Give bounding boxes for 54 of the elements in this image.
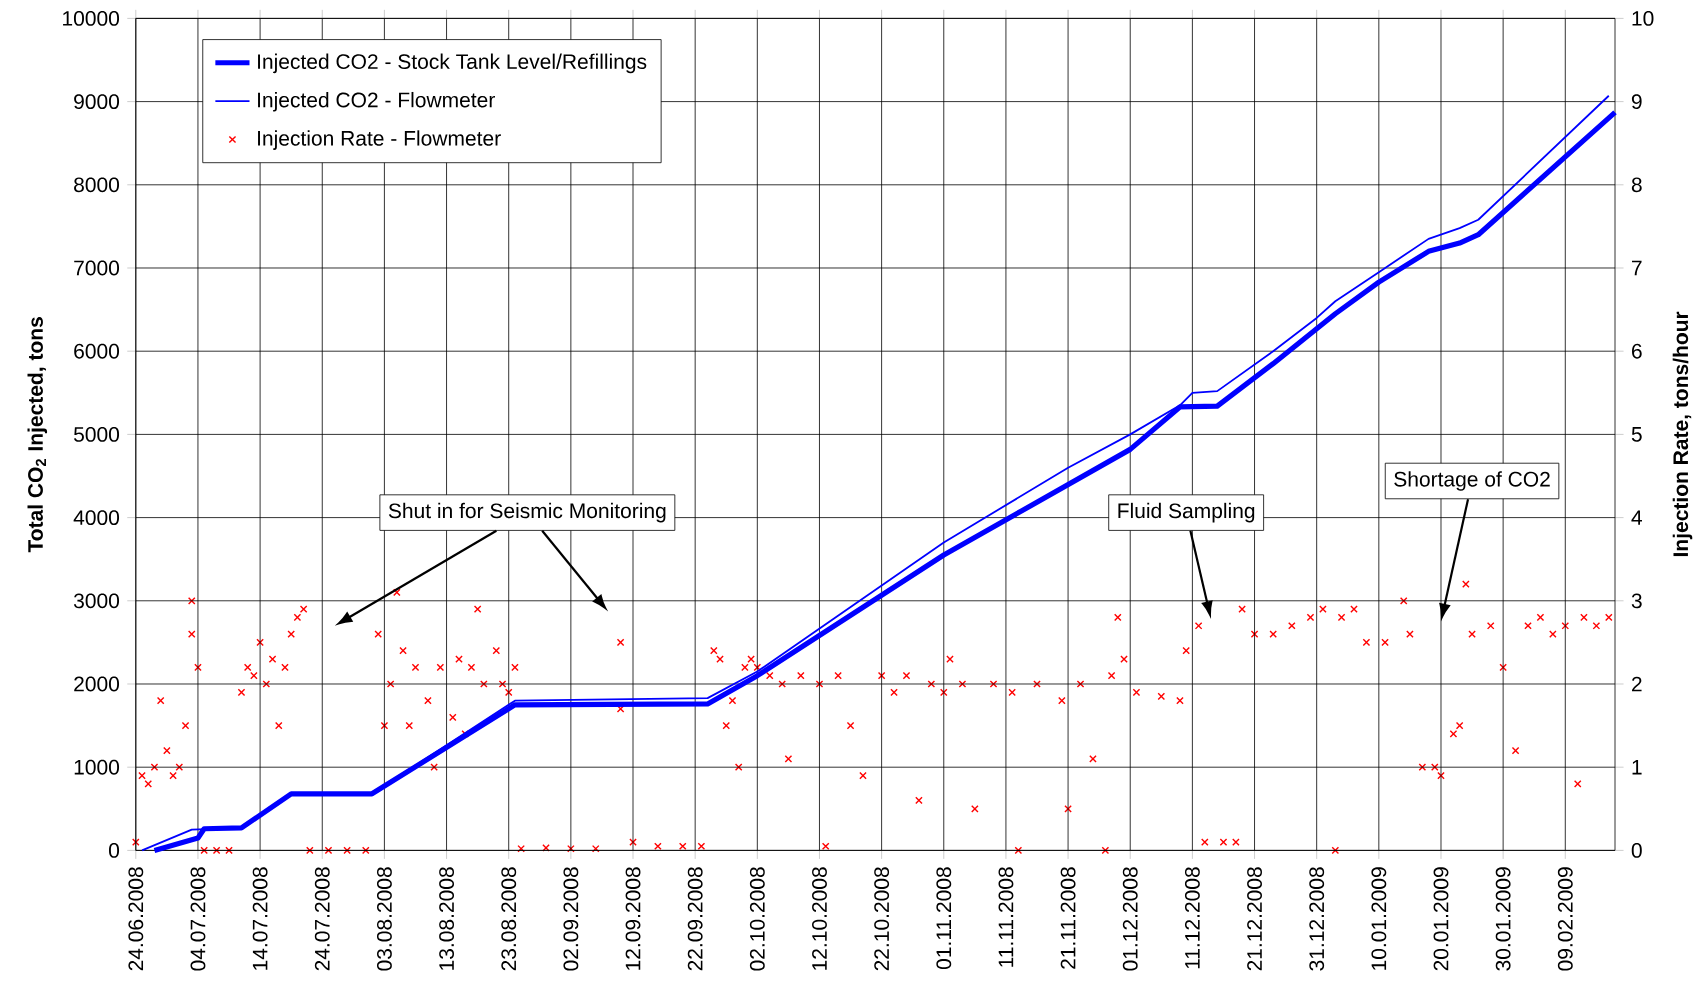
y-tick-label: 10000: [63, 10, 120, 26]
x-tick-label: 22.09.2008: [687, 867, 703, 971]
x-tick-label: 12.09.2008: [625, 867, 641, 970]
x-tick-label: 11.11.2008: [998, 867, 1014, 967]
y2-tick-label: 2: [1632, 676, 1642, 692]
x-tick-label: 24.06.2008: [128, 867, 144, 971]
legend-label: Injection Rate - Flowmeter: [258, 130, 501, 150]
y-tick-label: 5000: [74, 426, 120, 442]
annotation: Shut in for Seismic Monitoring: [388, 502, 666, 523]
y2-tick-label: 8: [1631, 177, 1642, 193]
x-tick-label: 03.08.2008: [376, 867, 392, 971]
x-tick-label: 31.12.2008: [1309, 867, 1325, 971]
x-tick-label: 24.07.2008: [314, 867, 330, 971]
y-tick-label: 1000: [74, 759, 120, 775]
y-axis-title: Total CO$_{2}$ Injected, tons: [27, 317, 48, 553]
x-tick-label: 23.08.2008: [501, 867, 517, 971]
x-tick-label: 20.01.2009: [1433, 867, 1449, 971]
x-tick-label: 14.07.2008: [252, 867, 268, 970]
y2-axis-title: Injection Rate, tons/hour: [1672, 311, 1693, 557]
x-tick-label: 30.01.2009: [1495, 867, 1511, 971]
y-tick-label: 2000: [74, 676, 120, 692]
legend-label: Injected CO2 - Stock Tank Level/Refillings: [258, 53, 647, 74]
x-tick-label: 21.11.2008: [1060, 867, 1076, 969]
y2-tick-label: 0: [1631, 842, 1642, 858]
x-tick-label: 12.10.2008: [812, 867, 827, 970]
y2-tick-label: 1: [1632, 759, 1642, 775]
x-tick-label: 13.08.2008: [439, 867, 455, 970]
annotation: Fluid Sampling: [1118, 502, 1255, 523]
x-tick-label: 01.11.2008: [936, 867, 952, 970]
x-tick-label: 11.12.2008: [1184, 867, 1200, 969]
x-tick-label: 02.09.2008: [563, 867, 579, 971]
y2-tick-label: 10: [1632, 10, 1654, 26]
x-tick-label: 21.12.2008: [1247, 867, 1262, 971]
x-tick-label: 22.10.2008: [874, 867, 890, 971]
annotation: Shortage of CO2: [1394, 471, 1550, 491]
x-tick-label: 04.07.2008: [190, 867, 206, 971]
y-tick-label: 7000: [74, 260, 120, 276]
x-tick-label: 01.12.2008: [1122, 867, 1138, 971]
x-tick-label: 09.02.2009: [1557, 867, 1573, 971]
y-tick-label: 9000: [74, 94, 120, 110]
y2-tick-label: 6: [1632, 343, 1642, 359]
y-tick-label: 0: [109, 842, 120, 858]
y2-tick-label: 5: [1631, 427, 1642, 442]
y2-tick-label: 3: [1631, 593, 1642, 609]
y2-tick-label: 9: [1631, 94, 1642, 110]
y2-tick-label: 7: [1632, 260, 1642, 276]
x-tick-label: 10.01.2009: [1371, 867, 1387, 970]
y-tick-label: 3000: [73, 593, 120, 609]
y-tick-label: 8000: [74, 177, 120, 193]
y2-tick-label: 4: [1631, 510, 1642, 525]
legend-label: Injected CO2 - Flowmeter: [258, 91, 495, 112]
y-tick-label: 4000: [73, 510, 120, 526]
y-tick-label: 6000: [74, 343, 120, 359]
x-tick-label: 02.10.2008: [749, 867, 765, 971]
